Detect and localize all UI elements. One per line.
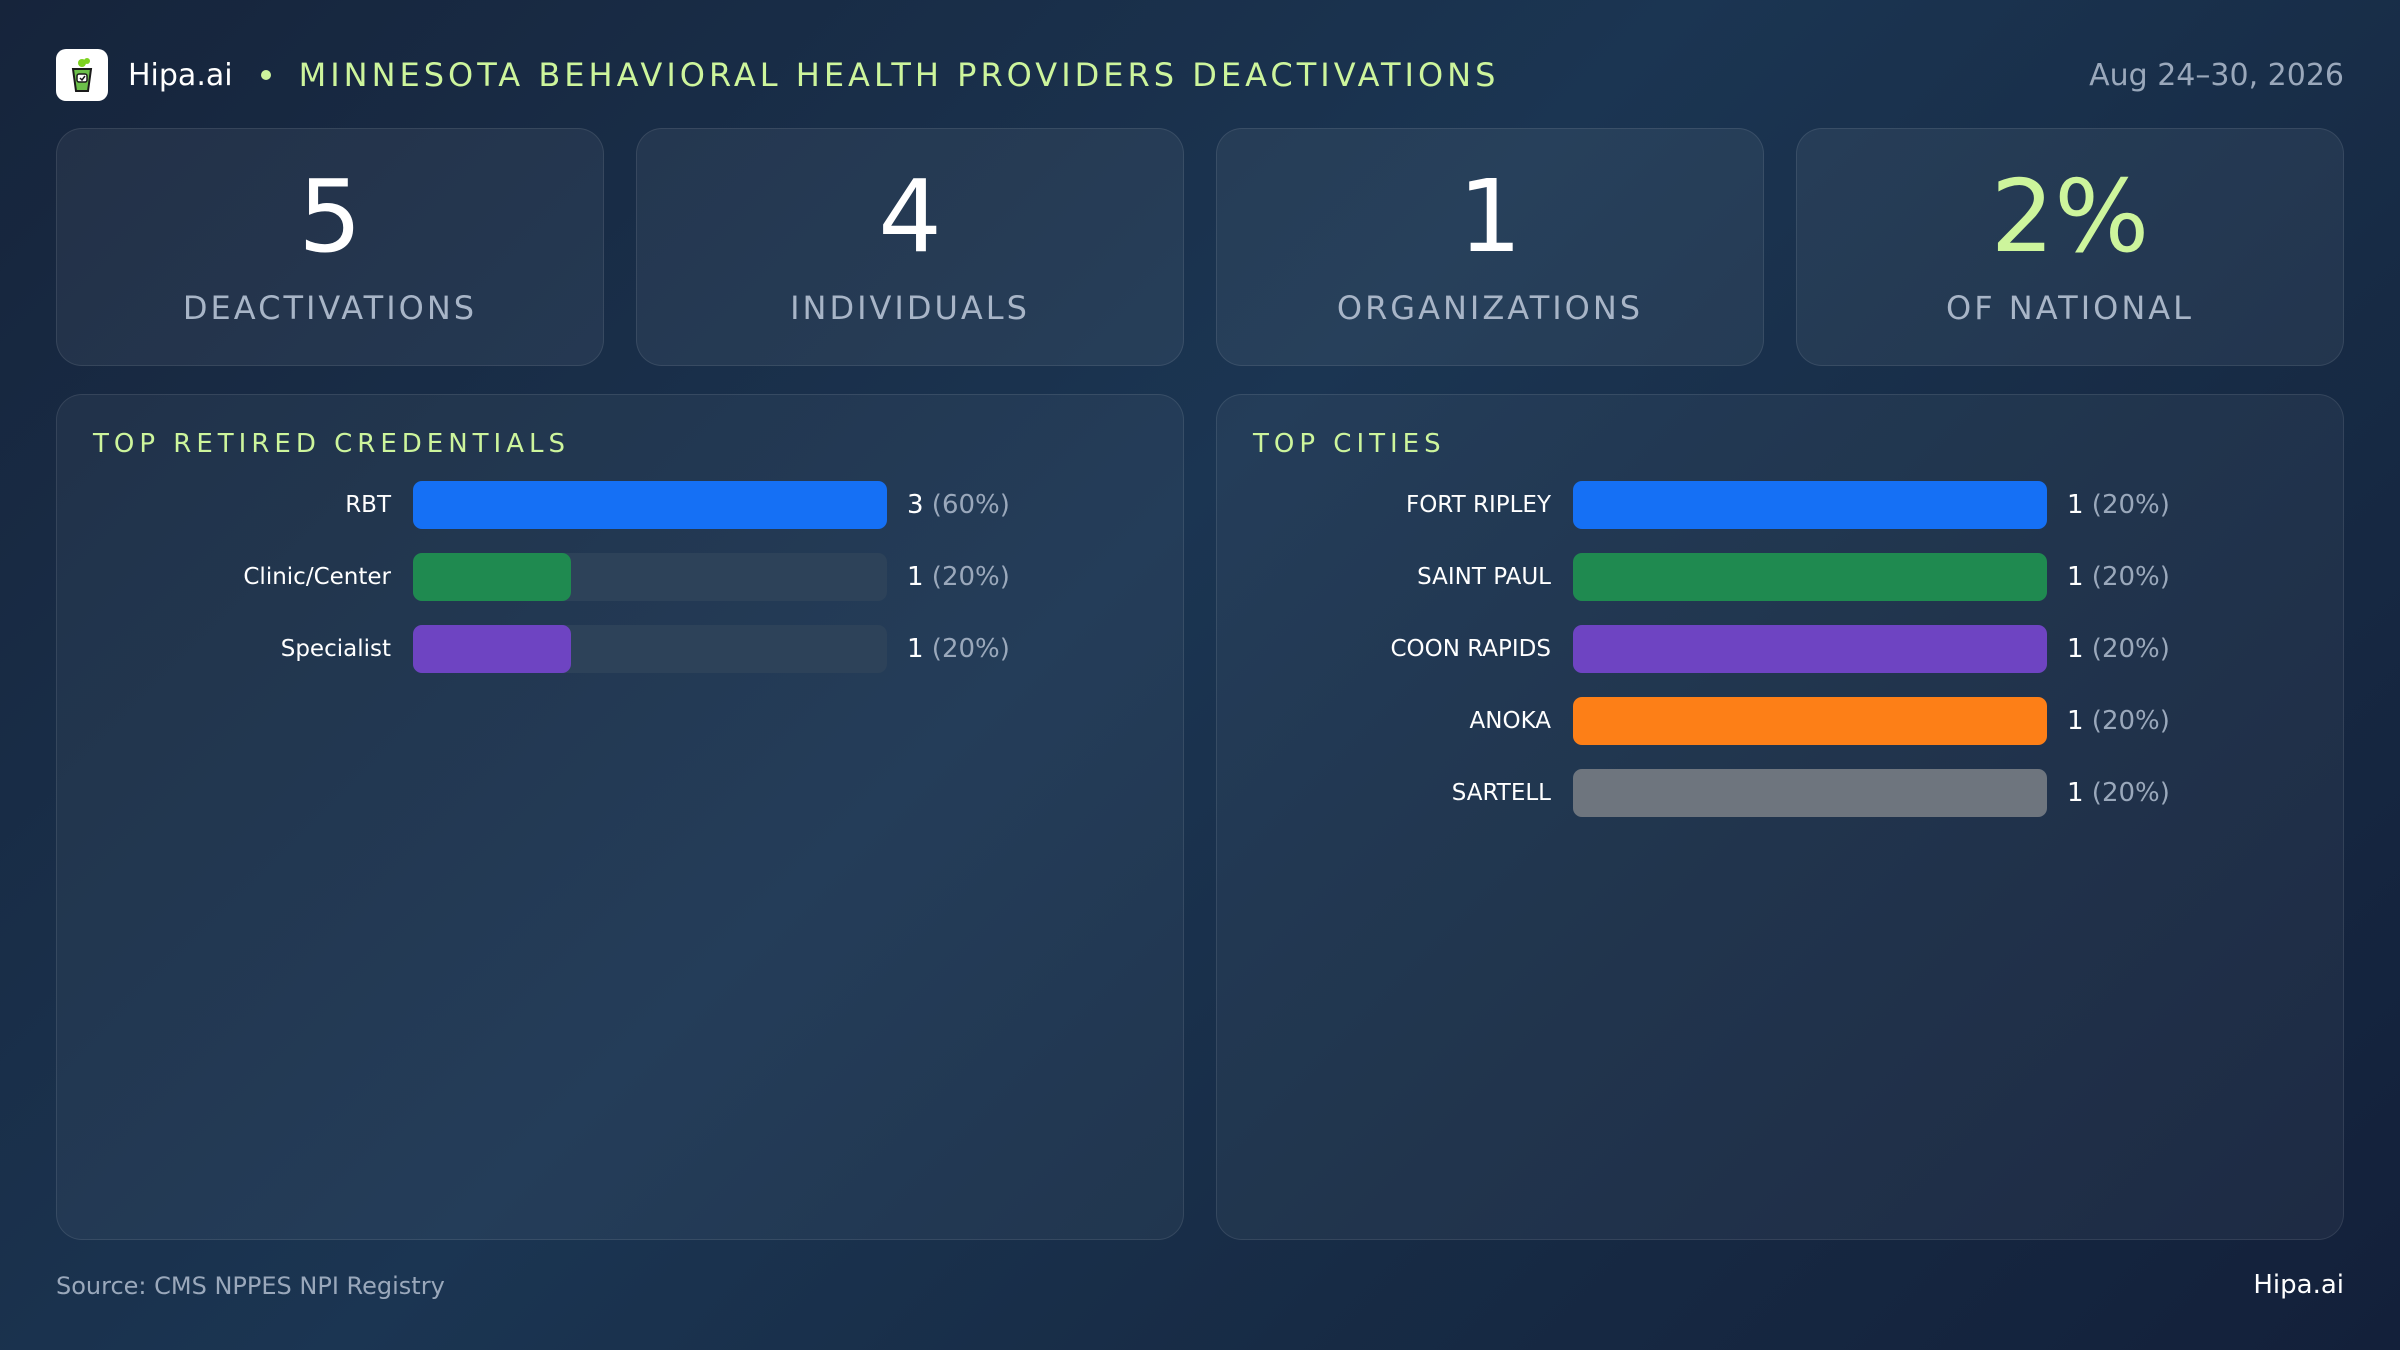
bar xyxy=(413,553,571,601)
cities-bar-chart: FORT RIPLEY 1 (20%) SAINT PAUL 1 (20%) COON … xyxy=(1390,481,2170,817)
value-label: 1 (20%) xyxy=(2067,634,2170,664)
bar xyxy=(413,625,571,673)
kpi-row: 5 DEACTIVATIONS 4 INDIVIDUALS 1 ORGANIZA… xyxy=(56,128,2344,366)
bar xyxy=(1573,625,2047,673)
credentials-panel-title: TOP RETIRED CREDENTIALS xyxy=(93,429,570,459)
value-label: 1 (20%) xyxy=(2067,490,2170,520)
category-label: SAINT PAUL xyxy=(1417,564,1551,590)
kpi-label: INDIVIDUALS xyxy=(790,289,1030,327)
category-label: RBT xyxy=(345,492,392,518)
category-label: COON RAPIDS xyxy=(1390,636,1551,662)
value-label: 1 (20%) xyxy=(2067,778,2170,808)
date-range: Aug 24–30, 2026 xyxy=(2089,57,2344,93)
source-note: Source: CMS NPPES NPI Registry xyxy=(56,1272,445,1300)
value-label: 1 (20%) xyxy=(907,634,1010,664)
bar xyxy=(1573,553,2047,601)
category-label: ANOKA xyxy=(1470,708,1552,734)
kpi-label: DEACTIVATIONS xyxy=(182,289,478,327)
cities-panel: FORT RIPLEY 1 (20%) SAINT PAUL 1 (20%) COON … xyxy=(1216,394,2344,1240)
category-label: Specialist xyxy=(281,636,391,662)
bar xyxy=(1573,697,2047,745)
kpi-deactivations: 5 DEACTIVATIONS xyxy=(56,128,604,366)
value-label: 1 (20%) xyxy=(2067,706,2170,736)
bar xyxy=(1573,481,2047,529)
footer-brand: Hipa.ai xyxy=(2253,1270,2344,1300)
logo xyxy=(56,49,108,101)
bar xyxy=(413,481,887,529)
category-label: Clinic/Center xyxy=(243,564,391,590)
cities-panel-title: TOP CITIES xyxy=(1253,429,1446,459)
kpi-organizations: 1 ORGANIZATIONS xyxy=(1216,128,1764,366)
kpi-value: 1 xyxy=(1458,158,1522,275)
value-label: 1 (20%) xyxy=(907,562,1010,592)
category-label: SARTELL xyxy=(1452,780,1551,806)
kpi-value: 2% xyxy=(1990,158,2150,275)
category-label: FORT RIPLEY xyxy=(1406,492,1552,518)
separator-dot xyxy=(260,70,271,80)
credentials-panel: RBT 3 (60%) Clinic/Center 1 (20%) Specialist… xyxy=(56,394,1184,1240)
credentials-bar-chart: RBT 3 (60%) Clinic/Center 1 (20%) Specialist… xyxy=(243,481,1010,673)
kpi-value: 5 xyxy=(298,158,362,275)
kpi-label: ORGANIZATIONS xyxy=(1336,289,1644,327)
kpi-label: OF NATIONAL xyxy=(1946,289,2194,327)
value-label: 1 (20%) xyxy=(2067,562,2170,592)
header: Hipa.ai MINNESOTA BEHAVIORAL HEALTH PROV… xyxy=(56,48,2344,102)
kpi-individuals: 4 INDIVIDUALS xyxy=(636,128,1184,366)
kpi-national-share: 2% OF NATIONAL xyxy=(1796,128,2344,366)
value-label: 3 (60%) xyxy=(907,490,1010,520)
kpi-value: 4 xyxy=(878,158,942,275)
bar xyxy=(1573,769,2047,817)
brand-name: Hipa.ai xyxy=(128,57,233,93)
page-title: MINNESOTA BEHAVIORAL HEALTH PROVIDERS DE… xyxy=(298,56,1500,94)
app-logo-icon xyxy=(71,58,93,92)
